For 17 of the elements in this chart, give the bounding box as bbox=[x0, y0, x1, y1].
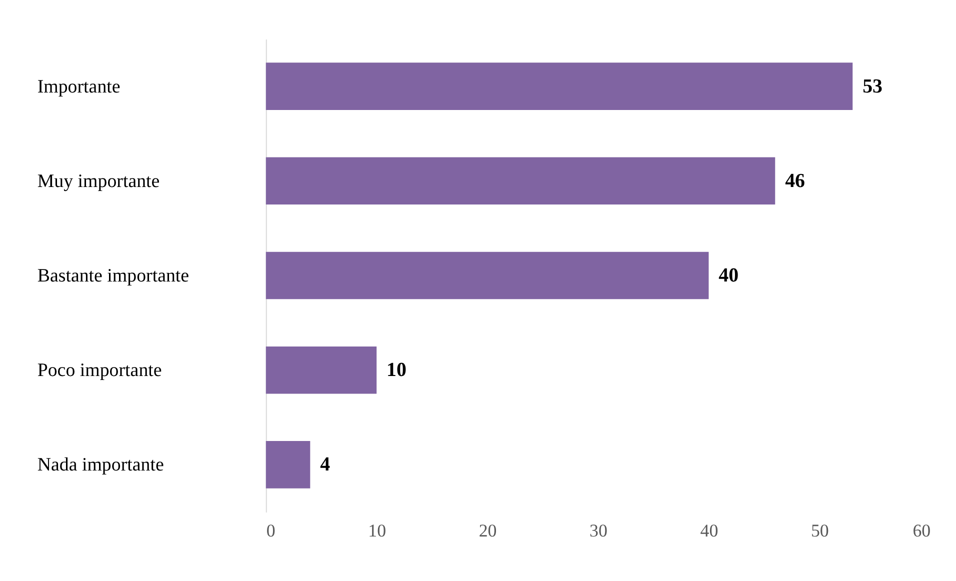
y-tick-label: Importante bbox=[37, 76, 120, 98]
y-tick-label: Nada importante bbox=[37, 454, 164, 476]
data-label: 53 bbox=[862, 75, 883, 98]
y-tick-label: Poco importante bbox=[37, 360, 162, 382]
data-label: 4 bbox=[320, 454, 330, 476]
data-label: 10 bbox=[386, 359, 406, 382]
data-label: 46 bbox=[785, 170, 806, 192]
y-tick-label: Muy importante bbox=[37, 170, 160, 192]
x-tick-label: 10 bbox=[368, 520, 386, 540]
x-tick-label: 60 bbox=[912, 520, 931, 540]
x-tick-label: 30 bbox=[590, 520, 608, 540]
x-tick-label: 0 bbox=[266, 520, 276, 540]
data-label: 40 bbox=[718, 264, 739, 286]
x-tick-label: 20 bbox=[478, 520, 497, 540]
y-tick-label: Bastante importante bbox=[37, 265, 190, 286]
x-tick-label: 50 bbox=[810, 520, 829, 540]
x-tick-label: 40 bbox=[700, 520, 718, 540]
